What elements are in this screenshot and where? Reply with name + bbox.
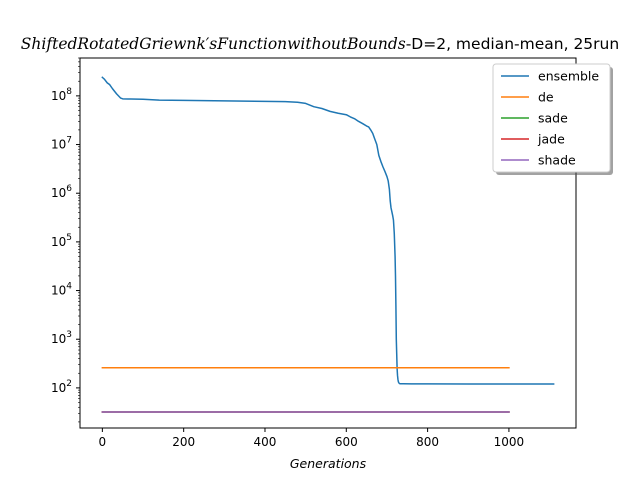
x-axis-ticks: 0 200 400 600 800 1000 [99,428,525,449]
series-line-ensemble [101,76,555,385]
legend-box [492,63,611,173]
y-tick-label: 105 [51,233,72,249]
y-tick-label: 107 [51,136,72,152]
y-tick-label: 106 [51,184,72,200]
x-tick-label: 400 [254,435,277,449]
x-tick-label: 800 [416,435,439,449]
legend-label-de: de [538,90,554,105]
x-tick-label: 1000 [494,435,525,449]
chart-title-italic: ShiftedRotatedGriewnk′sFunctionwithoutBo… [21,35,406,53]
chart-title: ShiftedRotatedGriewnk′sFunctionwithoutBo… [21,35,619,53]
y-tick-label: 104 [51,282,72,298]
x-axis-label: Generations [290,456,367,471]
legend-label-jade: jade [537,132,565,147]
y-axis-ticks: 102 103 104 105 106 107 108 [51,57,80,423]
legend-label-ensemble: ensemble [538,69,599,84]
y-tick-label: 103 [51,330,72,346]
y-tick-label: 108 [51,87,72,103]
plot-frame [79,57,577,429]
x-tick-label: 200 [172,435,195,449]
legend-label-sade: sade [538,111,568,126]
series-layer [101,76,555,413]
y-tick-label: 102 [51,379,72,395]
chart-title-rest: -D=2, median-mean, 25run [406,35,619,53]
x-tick-label: 0 [99,435,107,449]
legend-label-shade: shade [538,153,576,168]
x-tick-label: 600 [335,435,358,449]
legend: ensemble de sade jade shade [492,63,613,175]
